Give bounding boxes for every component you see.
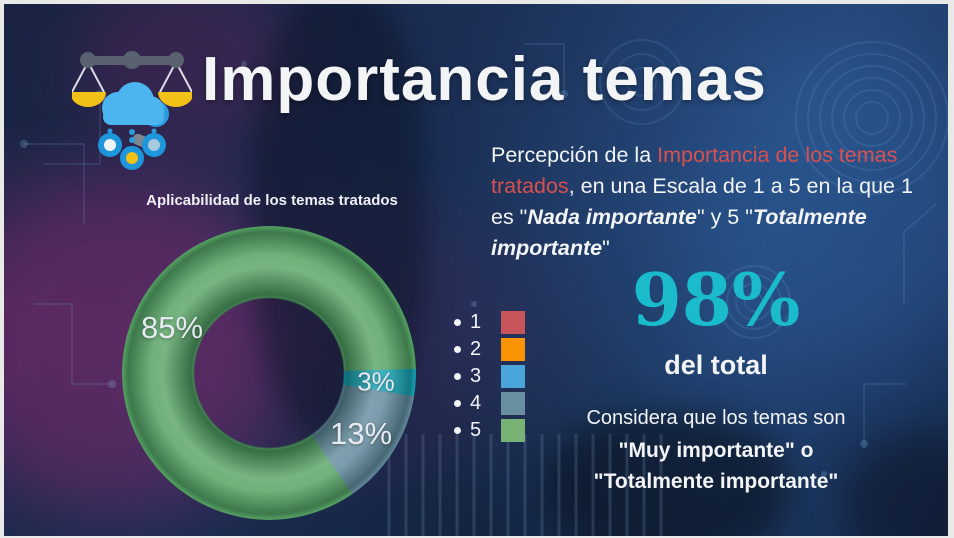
stat-value: 98% bbox=[631, 257, 801, 342]
description-text: Percepción de la bbox=[491, 143, 658, 167]
page-title: Importancia temas bbox=[202, 45, 767, 114]
legend-item-label: 2 bbox=[470, 338, 482, 360]
legend-swatch bbox=[501, 365, 525, 388]
legend-swatch bbox=[501, 419, 525, 442]
legend-item-label: 1 bbox=[470, 311, 482, 333]
donut-slice-label-3: 3% bbox=[357, 366, 395, 397]
description-text: , en una Escala de 1 a 5 en la que 1 es … bbox=[491, 174, 913, 229]
chart-subtitle: Aplicabilidad de los temas tratados bbox=[146, 192, 398, 209]
legend-bullet bbox=[454, 346, 461, 353]
legend-bullet bbox=[454, 319, 461, 326]
legend-item: 1 bbox=[454, 309, 525, 336]
stat-caption: del total bbox=[664, 350, 768, 380]
legend-bullet bbox=[454, 400, 461, 407]
scales-cloud-icon bbox=[72, 51, 192, 170]
slide-canvas: Importancia temas Aplicabilidad de los t… bbox=[4, 4, 948, 536]
stat-quote-totalmente: "Totalmente importante" bbox=[593, 470, 839, 493]
donut-bevel bbox=[122, 226, 416, 520]
legend-item: 4 bbox=[454, 390, 525, 417]
donut-slice-label-4: 13% bbox=[329, 416, 393, 451]
legend-bullet bbox=[454, 373, 461, 380]
donut-slice-label-5: 85% bbox=[140, 310, 204, 345]
chart-legend: 1 2 3 4 5 bbox=[454, 309, 525, 444]
donut-chart: 85% 3% 13% bbox=[122, 226, 416, 520]
description-text: " bbox=[602, 236, 610, 260]
description-emphasis-nada: Nada importante bbox=[527, 205, 697, 229]
legend-item: 5 bbox=[454, 417, 525, 444]
stat-block: 98% del total Considera que los temas so… bbox=[504, 262, 928, 494]
legend-bullet bbox=[454, 427, 461, 434]
stat-quote-muy: "Muy importante" o bbox=[618, 439, 814, 462]
donut-ring bbox=[122, 226, 416, 520]
legend-item-label: 3 bbox=[470, 365, 482, 387]
legend-swatch bbox=[501, 338, 525, 361]
description-emphasis-totalmente: Totalmente importante bbox=[491, 205, 867, 260]
description-highlight: Importancia de los temas tratados bbox=[491, 143, 898, 198]
legend-swatch bbox=[501, 392, 525, 415]
stat-statement: Considera que los temas son bbox=[586, 407, 846, 429]
legend-item-label: 4 bbox=[470, 392, 482, 414]
legend-swatch bbox=[501, 311, 525, 334]
legend-item: 3 bbox=[454, 363, 525, 390]
legend-item: 2 bbox=[454, 336, 525, 363]
description-paragraph: Percepción de la Importancia de los tema… bbox=[491, 140, 935, 264]
legend-item-label: 5 bbox=[470, 419, 482, 441]
description-text: " y 5 " bbox=[696, 205, 753, 229]
